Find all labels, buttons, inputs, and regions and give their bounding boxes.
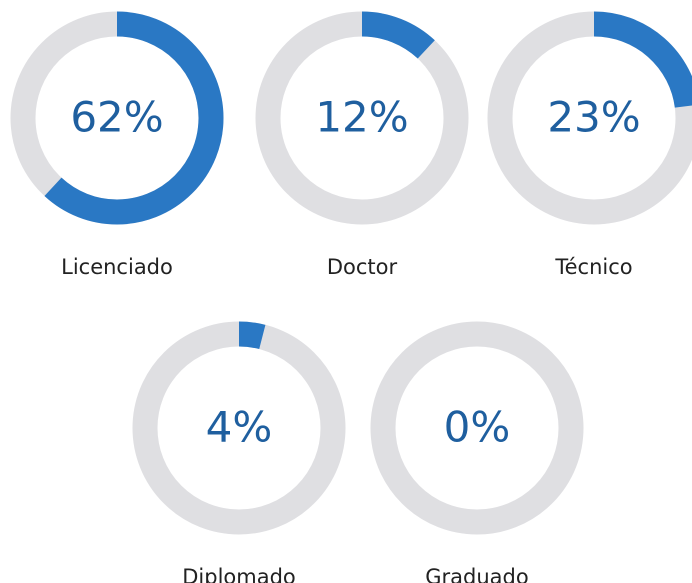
donut-arc [132, 321, 346, 535]
donut-track [370, 321, 584, 535]
donut-chart: 12% Doctor [255, 11, 469, 279]
donut-arc [255, 11, 469, 225]
donut-category-label: Técnico [554, 255, 632, 279]
donut-category-label: Doctor [327, 255, 398, 279]
donut-chart: 4% Diplomado [132, 321, 346, 583]
donut-chart: 23% Técnico [487, 11, 692, 279]
donut-value-label: 12% [315, 93, 408, 142]
donut-category-label: Licenciado [61, 255, 173, 279]
donut-value-label: 0% [444, 403, 511, 452]
donut-category-label: Graduado [425, 565, 528, 583]
donut-value-label: 62% [70, 93, 163, 142]
donut-arc [487, 11, 692, 225]
donut-value-label: 23% [547, 93, 640, 142]
donut-value-label: 4% [206, 403, 273, 452]
donut-chart: 0% Graduado [370, 321, 584, 583]
donut-category-label: Diplomado [182, 565, 296, 583]
donut-chart: 62% Licenciado [10, 11, 224, 279]
donut-arc [10, 11, 224, 225]
